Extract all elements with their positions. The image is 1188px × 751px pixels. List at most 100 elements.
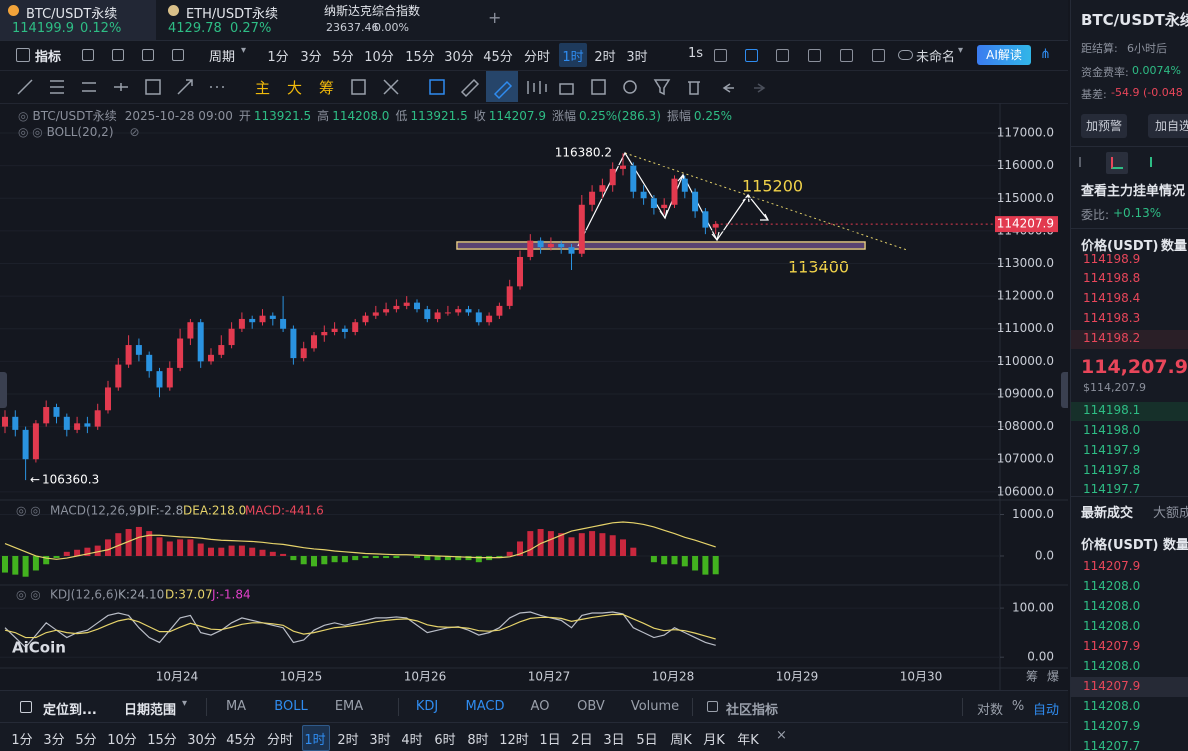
trade-tab[interactable]: 大额成 — [1153, 506, 1188, 521]
stat-value: 0.0074% — [1132, 64, 1181, 77]
community-button[interactable]: 社区指标 — [726, 703, 779, 718]
locate-button[interactable]: 定位到... — [43, 703, 97, 718]
interval-button[interactable]: 1时 — [562, 50, 584, 65]
ai-button[interactable]: AI解读 — [977, 45, 1031, 65]
interval-button[interactable]: 3分 — [300, 50, 322, 65]
add-tab[interactable]: + — [488, 8, 502, 27]
layout-name[interactable]: 未命名 — [916, 50, 956, 65]
scale-option[interactable]: 对数 — [976, 703, 1004, 718]
scale-option[interactable]: % — [1011, 699, 1025, 714]
scale-option[interactable]: 自动 — [1032, 703, 1060, 718]
seconds-button[interactable]: 1s — [688, 46, 704, 61]
highlight-row — [1071, 402, 1188, 421]
candle-body — [135, 345, 142, 355]
indicator-toggle[interactable]: EMA — [334, 699, 364, 714]
symbol-tab[interactable]: ETH/USDT永续 4129.78 0.27% — [160, 0, 316, 40]
indicator-toggle[interactable]: Volume — [630, 699, 680, 714]
symbol-tab[interactable]: 纳斯达克综合指数 23637.46 0.00% — [318, 0, 474, 40]
arrow-heads — [659, 173, 769, 242]
macd-bar — [177, 539, 184, 556]
book-header: 价格(USDT) — [1081, 239, 1159, 254]
toolbar-icon[interactable] — [142, 49, 154, 61]
interval-button[interactable]: 月K — [703, 733, 725, 748]
candle-body — [74, 423, 81, 430]
axis-button[interactable]: 爆 — [1047, 670, 1059, 684]
interval-button[interactable]: 分时 — [266, 733, 294, 748]
interval-button[interactable]: 3时 — [369, 733, 391, 748]
axis-button[interactable]: 筹 — [1026, 670, 1038, 684]
period-button[interactable]: 周期 — [209, 50, 236, 65]
interval-button[interactable]: 4时 — [401, 733, 423, 748]
tab-symbol: 纳斯达克综合指数 — [324, 4, 421, 18]
toolbar-icon[interactable] — [172, 49, 184, 61]
close-button[interactable]: × — [776, 728, 787, 743]
trend-line[interactable] — [624, 152, 908, 251]
toolbar-icon[interactable] — [808, 49, 821, 62]
interval-button[interactable]: 30分 — [187, 733, 217, 748]
interval-button[interactable]: 2时 — [594, 50, 616, 65]
interval-button[interactable]: 10分 — [364, 50, 394, 65]
interval-button[interactable]: 分时 — [523, 50, 551, 65]
interval-button[interactable]: 2时 — [337, 733, 359, 748]
interval-button[interactable]: 5分 — [75, 733, 97, 748]
interval-button[interactable]: 1日 — [539, 733, 561, 748]
symbol-tab[interactable]: BTC/USDT永续 114199.9 0.12% — [0, 0, 156, 40]
collapse-handle[interactable] — [1061, 372, 1068, 408]
interval-button[interactable]: 2日 — [571, 733, 593, 748]
indicator-toggle[interactable]: MA — [225, 699, 247, 714]
candle-body — [105, 387, 111, 411]
share-icon[interactable]: ⋔ — [1040, 47, 1051, 62]
side-button[interactable]: 加自选 — [1148, 114, 1188, 138]
toolbar-icon[interactable] — [112, 49, 124, 61]
support-zone[interactable] — [456, 241, 866, 250]
y-tick-label: 108000.0 — [997, 419, 1054, 433]
indicator-toggle[interactable]: AO — [530, 699, 550, 714]
interval-button[interactable]: 5日 — [636, 733, 658, 748]
indicator-button[interactable]: 指标 — [35, 50, 62, 65]
overlay-button[interactable]: 主 — [255, 79, 271, 97]
interval-button[interactable]: 3日 — [603, 733, 625, 748]
toolbar-icon[interactable] — [745, 49, 758, 62]
indicator-toggle[interactable]: KDJ — [415, 699, 439, 714]
overlay-button[interactable]: 筹 — [319, 79, 335, 97]
interval-button[interactable]: 3时 — [626, 50, 648, 65]
date-range-button[interactable]: 日期范围 — [124, 703, 177, 718]
candle-body — [197, 322, 204, 362]
interval-button[interactable]: 1分 — [267, 50, 289, 65]
overlay-button[interactable]: 大 — [287, 79, 303, 97]
interval-button[interactable]: 1分 — [11, 733, 33, 748]
interval-button[interactable]: 6时 — [434, 733, 456, 748]
interval-button[interactable]: 10分 — [107, 733, 137, 748]
interval-button[interactable]: 5分 — [332, 50, 354, 65]
locate-icon — [20, 701, 32, 713]
interval-button[interactable]: 15分 — [405, 50, 435, 65]
toolbar-icon[interactable] — [872, 49, 885, 62]
pane-readout: DEA:218.0 — [183, 504, 246, 518]
interval-button[interactable]: 8时 — [467, 733, 489, 748]
candle-body — [568, 247, 575, 254]
indicator-toggle[interactable]: BOLL — [274, 699, 308, 714]
separator — [692, 698, 693, 716]
collapse-handle[interactable] — [0, 372, 7, 408]
interval-button[interactable]: 45分 — [226, 733, 256, 748]
trade-tab[interactable]: 最新成交 — [1081, 506, 1134, 521]
interval-button[interactable]: 12时 — [499, 733, 529, 748]
toolbar-icon[interactable] — [82, 49, 94, 61]
interval-button[interactable]: 1时 — [304, 733, 326, 748]
toolbar-icon[interactable] — [776, 49, 789, 62]
trade-price: 114207.9 — [1083, 719, 1141, 733]
toolbar-icon[interactable] — [714, 49, 727, 62]
side-button[interactable]: 加预警 — [1081, 114, 1127, 138]
indicator-toggle[interactable]: MACD — [465, 699, 505, 714]
interval-button[interactable]: 周K — [670, 733, 692, 748]
interval-button[interactable]: 45分 — [483, 50, 513, 65]
interval-button[interactable]: 3分 — [43, 733, 65, 748]
indicator-toggle[interactable]: OBV — [577, 699, 605, 714]
toolbar-icon[interactable] — [840, 49, 853, 62]
interval-button[interactable]: 年K — [737, 733, 759, 748]
y-tick-label: 0.00 — [1027, 650, 1054, 664]
interval-button[interactable]: 15分 — [147, 733, 177, 748]
trade-price: 114207.9 — [1083, 679, 1141, 693]
interval-button[interactable]: 30分 — [444, 50, 474, 65]
candle-body — [681, 178, 688, 192]
